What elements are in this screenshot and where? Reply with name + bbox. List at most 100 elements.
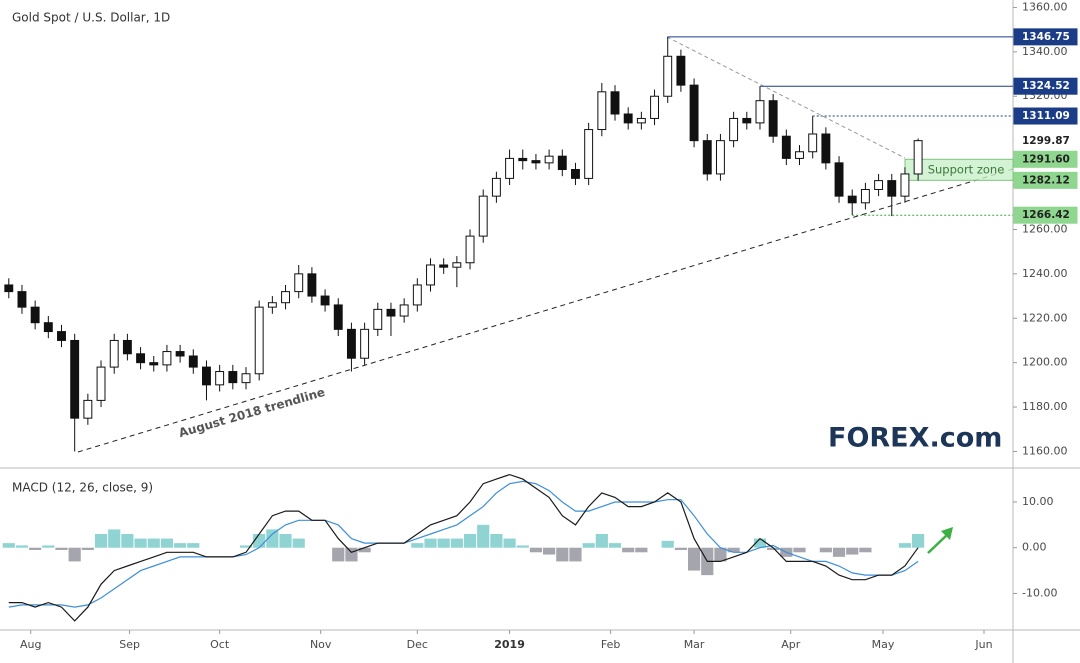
candle-body	[900, 173, 910, 197]
candle-body	[162, 351, 172, 366]
candle-body	[294, 273, 304, 293]
candle-body	[96, 366, 106, 401]
histogram-bar	[819, 547, 832, 553]
histogram-bar	[121, 534, 134, 548]
histogram-bar	[846, 547, 859, 555]
macd-line	[8, 480, 919, 608]
histogram-bar	[582, 543, 595, 548]
macd-line	[8, 473, 919, 622]
histogram-bar	[608, 543, 622, 548]
price-tag	[1013, 77, 1078, 95]
x-tick-label: Apr	[781, 638, 801, 651]
x-tick-label: Oct	[210, 638, 230, 651]
candle-body	[346, 328, 356, 359]
candle-body	[202, 366, 211, 386]
histogram-bar	[174, 543, 187, 548]
candle-body	[373, 308, 383, 330]
candle-body	[742, 117, 752, 124]
x-tick-label: Sep	[119, 638, 140, 651]
histogram-bar	[477, 524, 490, 548]
y-tick-label: 1340.00	[1022, 45, 1068, 58]
histogram-bar	[687, 547, 701, 571]
candle-body	[17, 291, 27, 308]
histogram-bar	[2, 543, 15, 548]
candle-body	[281, 291, 290, 304]
trendline	[77, 168, 1014, 453]
histogram-bar	[108, 529, 121, 548]
candle-body	[821, 133, 831, 164]
candle-body	[676, 55, 686, 86]
candle-body	[215, 371, 225, 386]
price-tag	[1013, 28, 1078, 46]
candle-body	[333, 304, 343, 330]
histogram-bar	[635, 547, 648, 553]
candle-body	[887, 180, 897, 197]
candle-body	[689, 84, 699, 142]
x-tick-label: Aug	[20, 638, 41, 651]
histogram-bar	[94, 534, 108, 548]
histogram-bar	[279, 534, 292, 548]
histogram-bar	[68, 547, 81, 562]
candle-body	[307, 273, 317, 297]
price-tag-label: 1311.09	[1022, 110, 1070, 122]
histogram-bar	[437, 538, 450, 548]
y-tick-label: 0.00	[1022, 541, 1047, 554]
candle-body	[122, 339, 132, 355]
x-tick-label: Mar	[684, 638, 705, 651]
candle-body	[860, 188, 870, 204]
support-zone-label: Support zone	[928, 162, 1005, 176]
histogram-bar	[767, 547, 780, 550]
candle-body	[267, 302, 277, 308]
price-tag	[1013, 150, 1078, 168]
histogram-bar	[753, 538, 767, 548]
candle-body	[491, 177, 501, 197]
histogram-bar	[832, 547, 846, 557]
histogram-bar	[661, 540, 674, 548]
histogram-bar	[859, 547, 872, 553]
candle-body	[781, 135, 791, 159]
y-tick-label: 1180.00	[1022, 400, 1068, 413]
price-tag	[1013, 171, 1078, 189]
candle-body	[452, 262, 462, 268]
candle-body	[149, 362, 159, 366]
chart-title: Gold Spot / U.S. Dollar, 1D	[12, 11, 170, 25]
candle-body	[478, 195, 488, 237]
price-tag-label: 1346.75	[1022, 31, 1070, 43]
histogram-bar	[345, 547, 358, 562]
histogram-bar	[15, 545, 29, 548]
candle-body	[412, 284, 422, 306]
x-tick-label: Dec	[407, 638, 428, 651]
candle-body	[610, 91, 620, 115]
histogram-bar	[490, 534, 503, 548]
histogram-bar	[55, 547, 68, 550]
candle-body	[43, 322, 53, 333]
candle-body	[109, 339, 119, 368]
candle-body	[874, 180, 884, 190]
x-tick-label: May	[872, 638, 895, 651]
y-tick-label: -10.00	[1022, 586, 1057, 599]
histogram-bar	[898, 543, 912, 548]
candle-body	[320, 295, 330, 306]
histogram-bar	[569, 547, 582, 562]
histogram-bar	[529, 547, 543, 553]
x-tick-label: Jun	[974, 638, 992, 651]
candle-body	[360, 328, 370, 359]
candle-body	[30, 306, 40, 324]
y-tick-label: 1220.00	[1022, 311, 1068, 324]
candle-body	[597, 91, 607, 131]
candle-body	[70, 339, 80, 419]
y-tick-label: 1360.00	[1022, 0, 1068, 13]
candle-body	[241, 373, 251, 384]
y-tick-label: 1200.00	[1022, 356, 1068, 369]
candle-body	[136, 353, 146, 364]
candle-body	[584, 129, 594, 179]
candle-body	[175, 351, 185, 357]
histogram-bar	[543, 547, 556, 555]
histogram-bar	[714, 547, 727, 562]
histogram-bar	[674, 547, 687, 550]
candle-body	[557, 155, 567, 171]
histogram-bar	[556, 547, 569, 562]
candle-body	[571, 169, 580, 179]
price-tag-label: 1266.42	[1022, 209, 1070, 221]
